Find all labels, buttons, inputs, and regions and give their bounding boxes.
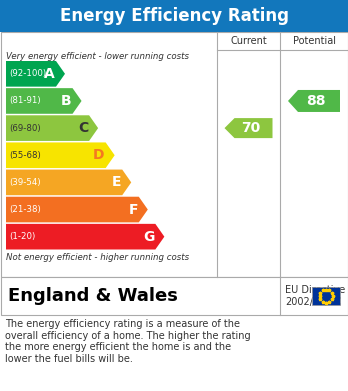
Text: (55-68): (55-68) (9, 151, 41, 160)
Text: 70: 70 (241, 121, 260, 135)
Bar (0, 277, 348, 315)
Bar (312, 287, 340, 305)
Text: G: G (143, 230, 155, 244)
Text: C: C (78, 121, 88, 135)
Polygon shape (6, 61, 65, 87)
Polygon shape (288, 90, 340, 112)
Text: Not energy efficient - higher running costs: Not energy efficient - higher running co… (6, 253, 189, 262)
Polygon shape (6, 197, 148, 222)
Polygon shape (6, 224, 164, 249)
Text: Very energy efficient - lower running costs: Very energy efficient - lower running co… (6, 52, 189, 61)
Text: B: B (61, 94, 72, 108)
Text: (1-20): (1-20) (9, 232, 35, 241)
Text: Energy Efficiency Rating: Energy Efficiency Rating (60, 7, 288, 25)
Polygon shape (6, 142, 115, 168)
Text: Potential: Potential (293, 36, 335, 46)
Polygon shape (6, 88, 81, 114)
Bar (0, 32, 348, 277)
Text: D: D (93, 148, 105, 162)
Text: (39-54): (39-54) (9, 178, 41, 187)
Text: England & Wales: England & Wales (8, 287, 178, 305)
Text: Current: Current (230, 36, 267, 46)
Text: (69-80): (69-80) (9, 124, 41, 133)
Polygon shape (224, 118, 272, 138)
Text: The energy efficiency rating is a measure of the
overall efficiency of a home. T: The energy efficiency rating is a measur… (5, 319, 251, 364)
Text: 88: 88 (306, 94, 326, 108)
Text: (92-100): (92-100) (9, 69, 46, 78)
Text: F: F (128, 203, 138, 217)
Text: (81-91): (81-91) (9, 97, 41, 106)
Text: EU Directive
2002/91/EC: EU Directive 2002/91/EC (285, 285, 345, 307)
Polygon shape (6, 115, 98, 141)
Text: (21-38): (21-38) (9, 205, 41, 214)
Text: A: A (44, 67, 55, 81)
Text: E: E (112, 176, 121, 189)
Bar (0, 0, 348, 32)
Polygon shape (6, 170, 131, 195)
